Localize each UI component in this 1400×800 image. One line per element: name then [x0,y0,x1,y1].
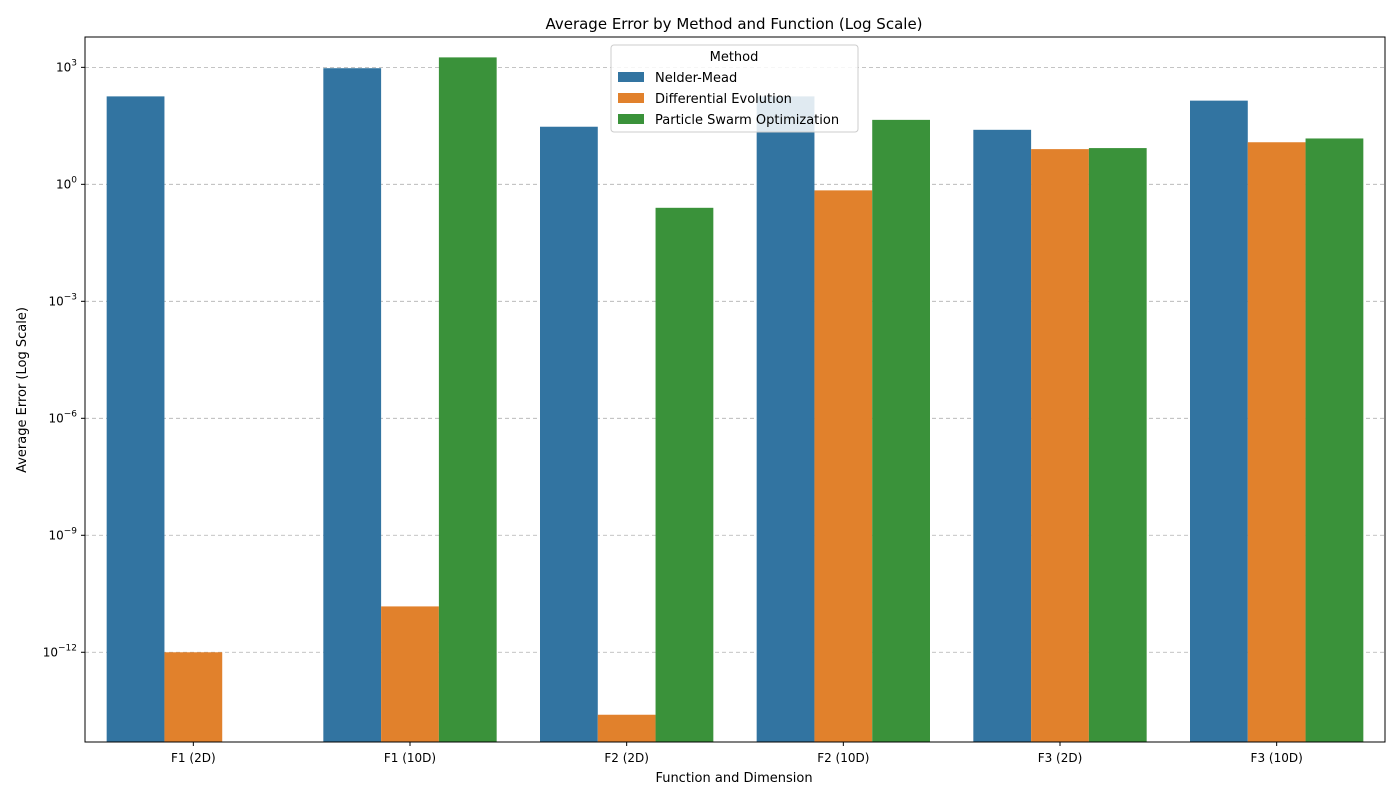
x-tick-label: F2 (2D) [604,751,649,765]
bar-nelder-mead-1 [323,68,382,743]
legend-swatch [618,114,644,124]
bar-differential-evolution-4 [1031,149,1089,742]
y-tick-label: 10−9 [48,526,77,542]
bars [106,57,1364,743]
y-tick-label: 100 [56,175,77,191]
bar-particle-swarm-optimization-1 [438,57,497,743]
y-axis-label: Average Error (Log Scale) [15,307,30,473]
bar-nelder-mead-5 [1190,100,1248,743]
bar-differential-evolution-3 [814,190,873,742]
y-tick-label: 10−6 [48,409,77,425]
plot-frame [84,36,1386,743]
y-tick-label: 10−12 [43,643,77,659]
bar-differential-evolution-2 [597,714,656,742]
legend-swatch [618,72,644,82]
y-axis-ticks: 103 100 10−3 10−6 10−9 10−12 [43,58,85,659]
x-tick-label: F1 (10D) [384,751,436,765]
x-tick-label: F3 (10D) [1251,751,1303,765]
y-tick-label: 103 [56,58,77,74]
bar-particle-swarm-optimization-2 [655,207,714,743]
bar-particle-swarm-optimization-5 [1305,138,1364,743]
legend-swatch [618,93,644,103]
legend-box [610,44,859,133]
legend-entry: Particle Swarm Optimization [655,113,839,128]
bar-nelder-mead-4 [973,129,1032,742]
legend-title: Method [710,50,759,65]
legend-entry: Nelder-Mead [655,71,737,86]
x-tick-label: F3 (2D) [1038,751,1083,765]
x-tick-label: F2 (10D) [817,751,869,765]
bar-nelder-mead-2 [540,126,598,743]
x-tick-label: F1 (2D) [171,751,216,765]
bar-nelder-mead-3 [756,96,815,743]
bar-particle-swarm-optimization-3 [872,119,930,743]
x-axis-label: Function and Dimension [655,771,812,786]
chart-title: Average Error by Method and Function (Lo… [545,15,922,33]
legend: Method Nelder-Mead Differential Evolution… [610,44,859,133]
bar-differential-evolution-0 [164,652,223,742]
x-axis-ticks: F1 (2D) F1 (10D) F2 (2D) F2 (10D) F3 (2D) F3 … [171,742,1303,765]
y-tick-label: 10−3 [48,292,77,308]
bar-differential-evolution-5 [1247,142,1306,742]
bar-differential-evolution-1 [381,606,439,742]
bar-nelder-mead-0 [106,96,165,743]
bar-particle-swarm-optimization-4 [1088,148,1147,743]
legend-entry: Differential Evolution [655,92,792,107]
